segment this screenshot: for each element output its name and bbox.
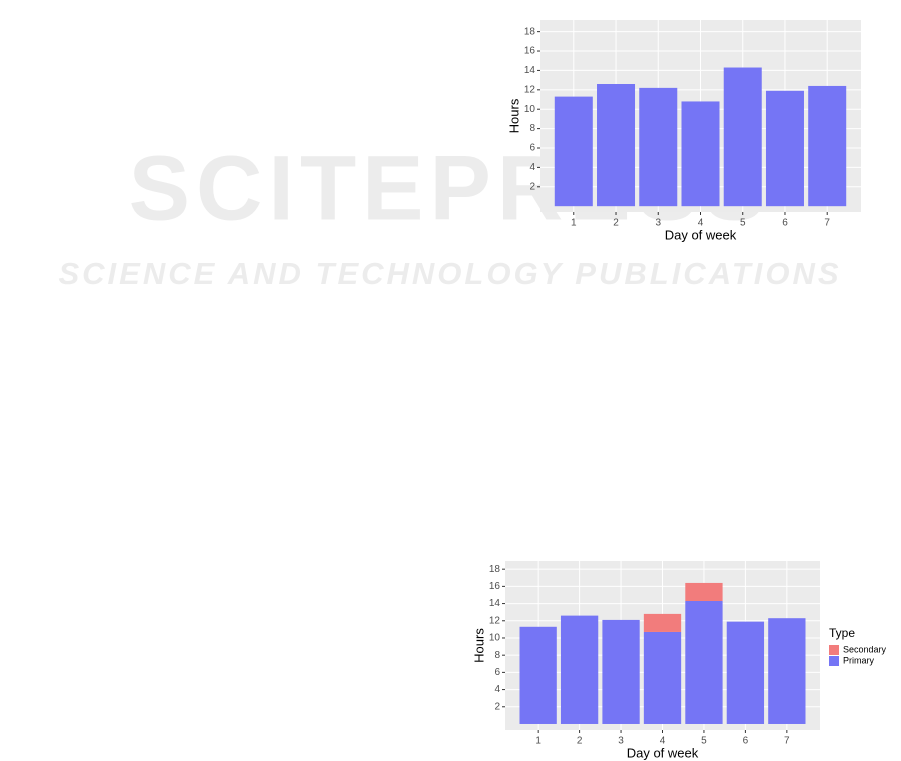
legend-title: Type xyxy=(829,626,855,640)
bar-segment xyxy=(768,618,806,724)
legend-swatch xyxy=(829,645,839,655)
bar-segment xyxy=(643,613,682,632)
y-tick-label: 12 xyxy=(524,84,536,95)
y-tick-label: 10 xyxy=(524,104,536,115)
x-tick-label: 4 xyxy=(660,736,666,747)
x-axis-title: Day of week xyxy=(665,227,737,242)
x-tick-label: 7 xyxy=(784,736,790,747)
bar-segment xyxy=(519,626,557,724)
y-tick-label: 6 xyxy=(529,143,535,154)
y-tick-label: 10 xyxy=(489,633,501,644)
y-axis-title: Hours xyxy=(506,98,521,133)
legend-swatch xyxy=(829,656,839,666)
bar xyxy=(681,101,720,207)
bar xyxy=(808,85,847,207)
bar xyxy=(554,96,593,207)
bar-segment xyxy=(602,619,640,724)
legend-label: Secondary xyxy=(843,644,887,654)
y-tick-label: 18 xyxy=(524,26,536,37)
y-tick-label: 8 xyxy=(494,650,500,661)
y-tick-label: 16 xyxy=(524,46,536,57)
watermark-subtitle: SCIENCE AND TECHNOLOGY PUBLICATIONS xyxy=(58,256,841,291)
y-tick-label: 16 xyxy=(489,581,501,592)
bar-segment xyxy=(685,600,723,724)
x-tick-label: 5 xyxy=(740,218,746,229)
x-tick-label: 4 xyxy=(698,218,704,229)
y-tick-label: 14 xyxy=(524,65,536,76)
y-tick-label: 2 xyxy=(529,181,535,192)
x-tick-label: 1 xyxy=(571,218,577,229)
x-tick-label: 2 xyxy=(613,218,619,229)
x-tick-label: 3 xyxy=(655,218,661,229)
y-tick-label: 14 xyxy=(489,598,501,609)
bar xyxy=(639,87,678,207)
x-tick-label: 2 xyxy=(577,736,583,747)
x-tick-label: 7 xyxy=(824,218,830,229)
y-tick-label: 4 xyxy=(494,684,500,695)
y-axis-title: Hours xyxy=(471,628,486,663)
bar xyxy=(597,84,636,207)
bar-segment xyxy=(726,621,765,724)
x-tick-label: 3 xyxy=(618,736,624,747)
bar-segment xyxy=(643,631,682,724)
x-tick-label: 1 xyxy=(535,736,541,747)
bar-segment xyxy=(685,582,723,601)
y-tick-label: 12 xyxy=(489,615,501,626)
bar-segment xyxy=(560,615,599,724)
y-tick-label: 6 xyxy=(494,667,500,678)
y-tick-label: 18 xyxy=(489,564,501,575)
x-tick-label: 6 xyxy=(782,218,788,229)
x-tick-label: 5 xyxy=(701,736,707,747)
x-axis-title: Day of week xyxy=(627,745,699,760)
y-tick-label: 4 xyxy=(529,162,535,173)
y-tick-label: 8 xyxy=(529,123,535,134)
y-tick-label: 2 xyxy=(494,701,500,712)
bar xyxy=(723,67,762,207)
bar xyxy=(765,90,804,207)
x-tick-label: 6 xyxy=(743,736,749,747)
legend-label: Primary xyxy=(843,655,874,665)
